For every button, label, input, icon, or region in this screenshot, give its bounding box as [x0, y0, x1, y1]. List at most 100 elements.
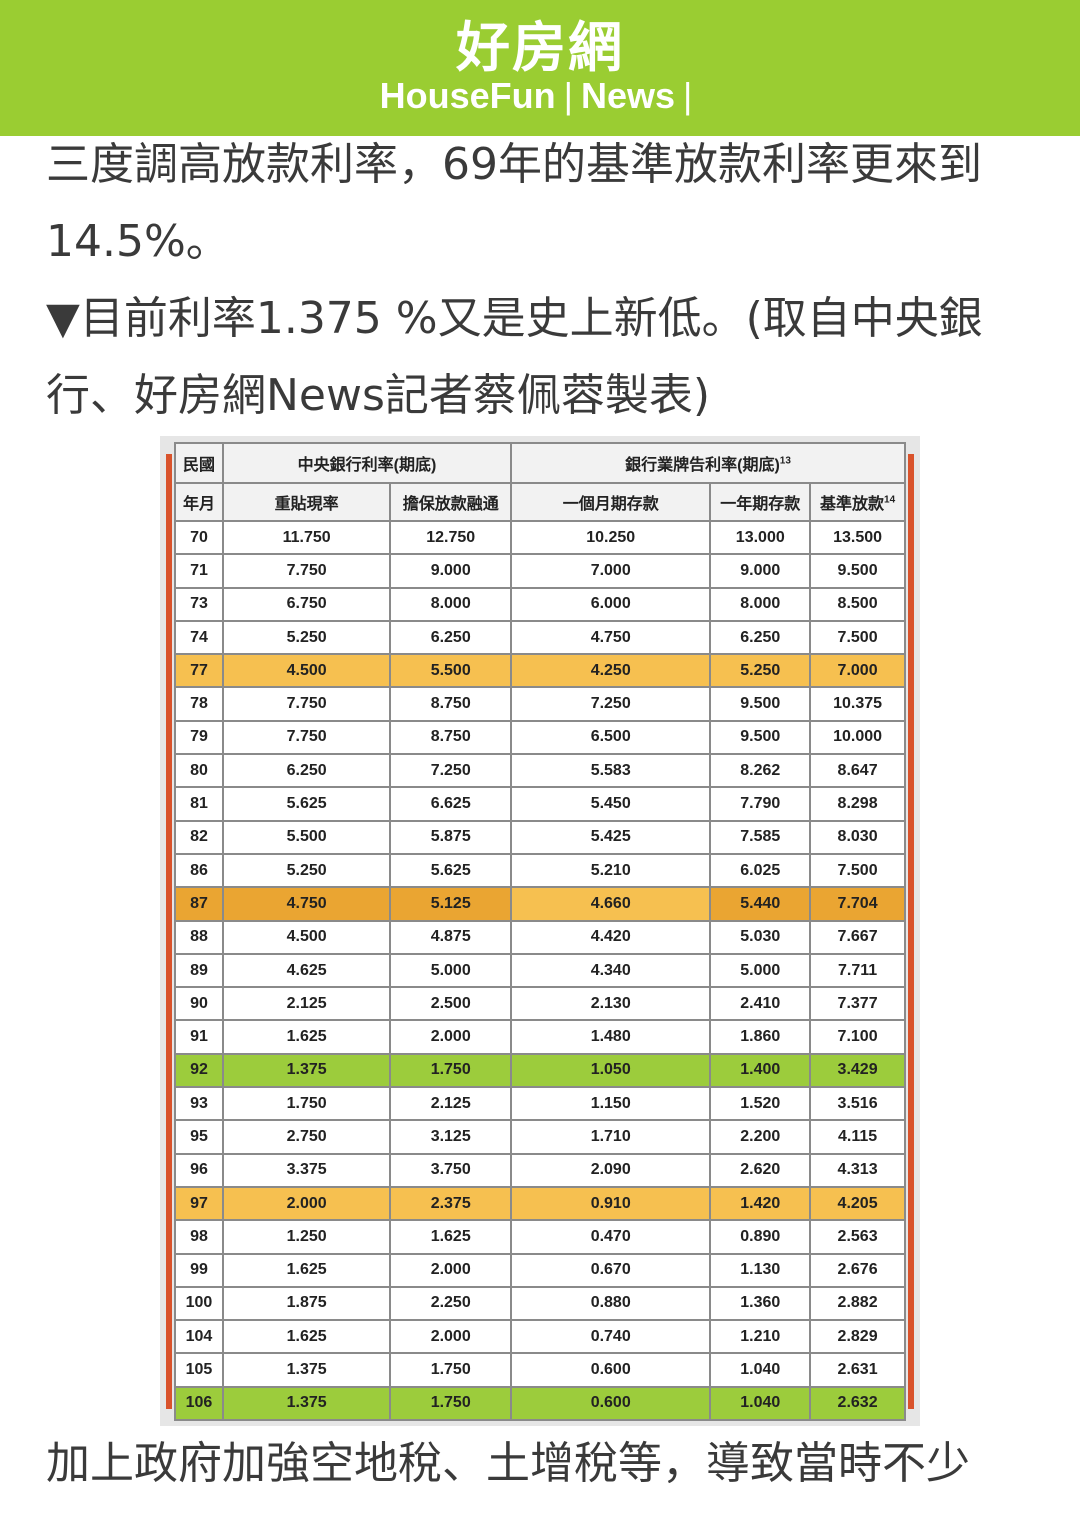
table-row: 80 6.250 7.250 5.583 8.262 8.647 — [174, 753, 906, 789]
table-cell: 70 — [174, 519, 224, 556]
table-cell: 3.750 — [389, 1152, 513, 1188]
table-cell: 0.670 — [510, 1252, 712, 1288]
table-cell: 6.250 — [221, 753, 392, 789]
table-cell: 1.750 — [389, 1352, 513, 1388]
table-cell: 8.000 — [709, 586, 812, 622]
table-cell: 98 — [174, 1219, 224, 1255]
table-cell: 4.750 — [510, 619, 712, 656]
table-cell: 9.500 — [809, 553, 906, 589]
table-cell: 2.090 — [510, 1152, 712, 1188]
table-row: 77 4.500 5.500 4.250 5.250 7.000 — [174, 653, 906, 689]
table-cell: 5.425 — [510, 819, 712, 855]
table-cell: 4.660 — [510, 886, 712, 922]
table-cell: 8.500 — [809, 586, 906, 622]
table-row: 91 1.625 2.000 1.480 1.860 7.100 — [174, 1019, 906, 1055]
table-cell: 2.750 — [221, 1119, 392, 1155]
table-cell: 1.625 — [221, 1252, 392, 1288]
table-cell: 2.410 — [709, 986, 812, 1022]
table-cell: 13.000 — [709, 519, 812, 556]
table-row: 87 4.750 5.125 4.660 5.440 7.704 — [174, 886, 906, 922]
table-cell: 5.210 — [510, 852, 712, 889]
header-base-rate: 基準放款14 — [809, 482, 906, 522]
table-cell: 0.880 — [510, 1285, 712, 1322]
table-cell: 1.130 — [709, 1252, 812, 1288]
table-cell: 5.125 — [389, 886, 513, 922]
table-cell: 93 — [174, 1086, 224, 1122]
table-cell: 4.205 — [809, 1185, 906, 1222]
table-cell: 5.500 — [221, 819, 392, 855]
table-cell: 91 — [174, 1019, 224, 1055]
table-cell: 11.750 — [221, 519, 392, 556]
table-row: 100 1.875 2.250 0.880 1.360 2.882 — [174, 1285, 906, 1322]
table-cell: 2.500 — [389, 986, 513, 1022]
table-cell: 4.500 — [221, 919, 392, 955]
table-row: 82 5.500 5.875 5.425 7.585 8.030 — [174, 819, 906, 855]
table-row: 73 6.750 8.000 6.000 8.000 8.500 — [174, 586, 906, 622]
table-cell: 12.750 — [389, 519, 513, 556]
table-cell: 2.000 — [221, 1185, 392, 1222]
header-secured-loan: 擔保放款融通 — [389, 482, 513, 522]
header-central-bank-group: 中央銀行利率(期底) — [221, 442, 513, 484]
table-cell: 0.600 — [510, 1385, 712, 1422]
table-row: 106 1.375 1.750 0.600 1.040 2.632 — [174, 1385, 906, 1422]
table-cell: 92 — [174, 1052, 224, 1089]
article-paragraph: 加上政府加強空地稅、土增稅等，導致當時不少 — [46, 1438, 970, 1489]
table-cell: 7.100 — [809, 1019, 906, 1055]
table-cell: 7.000 — [809, 653, 906, 689]
table-cell: 1.710 — [510, 1119, 712, 1155]
table-cell: 1.750 — [221, 1086, 392, 1122]
table-cell: 7.711 — [809, 952, 906, 989]
table-cell: 1.360 — [709, 1285, 812, 1322]
table-cell: 71 — [174, 553, 224, 589]
table-cell: 4.115 — [809, 1119, 906, 1155]
table-row: 86 5.250 5.625 5.210 6.025 7.500 — [174, 852, 906, 889]
table-cell: 96 — [174, 1152, 224, 1188]
table-cell: 1.520 — [709, 1086, 812, 1122]
table-cell: 2.000 — [389, 1319, 513, 1355]
table-cell: 0.890 — [709, 1219, 812, 1255]
header-bank-group: 銀行業牌告利率(期底)13 — [510, 442, 906, 484]
table-cell: 1.420 — [709, 1185, 812, 1222]
table-cell: 1.210 — [709, 1319, 812, 1355]
table-cell: 1.400 — [709, 1052, 812, 1089]
table-cell: 5.583 — [510, 753, 712, 789]
table-cell: 1.750 — [389, 1052, 513, 1089]
table-cell: 10.000 — [809, 719, 906, 756]
table-row: 105 1.375 1.750 0.600 1.040 2.631 — [174, 1352, 906, 1388]
table-cell: 7.585 — [709, 819, 812, 855]
table-cell: 2.631 — [809, 1352, 906, 1388]
table-cell: 5.500 — [389, 653, 513, 689]
table-cell: 1.375 — [221, 1052, 392, 1089]
table-cell: 13.500 — [809, 519, 906, 556]
site-logo-cn[interactable]: 好房網 — [456, 16, 624, 79]
table-cell: 3.429 — [809, 1052, 906, 1089]
table-cell: 4.340 — [510, 952, 712, 989]
table-row: 70 11.750 12.750 10.250 13.000 13.500 — [174, 519, 906, 556]
table-cell: 7.750 — [221, 553, 392, 589]
table-cell: 5.250 — [709, 653, 812, 689]
table-cell: 7.500 — [809, 852, 906, 889]
table-cell: 4.313 — [809, 1152, 906, 1188]
table-cell: 2.676 — [809, 1252, 906, 1288]
table-cell: 99 — [174, 1252, 224, 1288]
logo-separator: | — [563, 75, 573, 116]
table-cell: 2.130 — [510, 986, 712, 1022]
table-cell: 4.500 — [221, 653, 392, 689]
table-cell: 8.030 — [809, 819, 906, 855]
table-cell: 8.750 — [389, 719, 513, 756]
header-bank-group-text: 銀行業牌告利率(期底) — [625, 457, 780, 474]
table-cell: 5.250 — [221, 852, 392, 889]
site-logo-en[interactable]: HouseFun | News | — [380, 76, 701, 116]
table-cell: 5.030 — [709, 919, 812, 955]
header-year-label: 民國 — [174, 442, 224, 484]
table-row: 78 7.750 8.750 7.250 9.500 10.375 — [174, 686, 906, 722]
table-cell: 2.632 — [809, 1385, 906, 1422]
table-cell: 6.000 — [510, 586, 712, 622]
table-cell: 8.647 — [809, 753, 906, 789]
table-cell: 1.875 — [221, 1285, 392, 1322]
table-cell: 2.000 — [389, 1252, 513, 1288]
table-cell: 2.620 — [709, 1152, 812, 1188]
interest-rate-table: 民國 中央銀行利率(期底) 銀行業牌告利率(期底)13 年月 重貼現率 擔保放款… — [174, 442, 906, 1422]
header-rediscount: 重貼現率 — [221, 482, 392, 522]
table-cell: 7.667 — [809, 919, 906, 955]
